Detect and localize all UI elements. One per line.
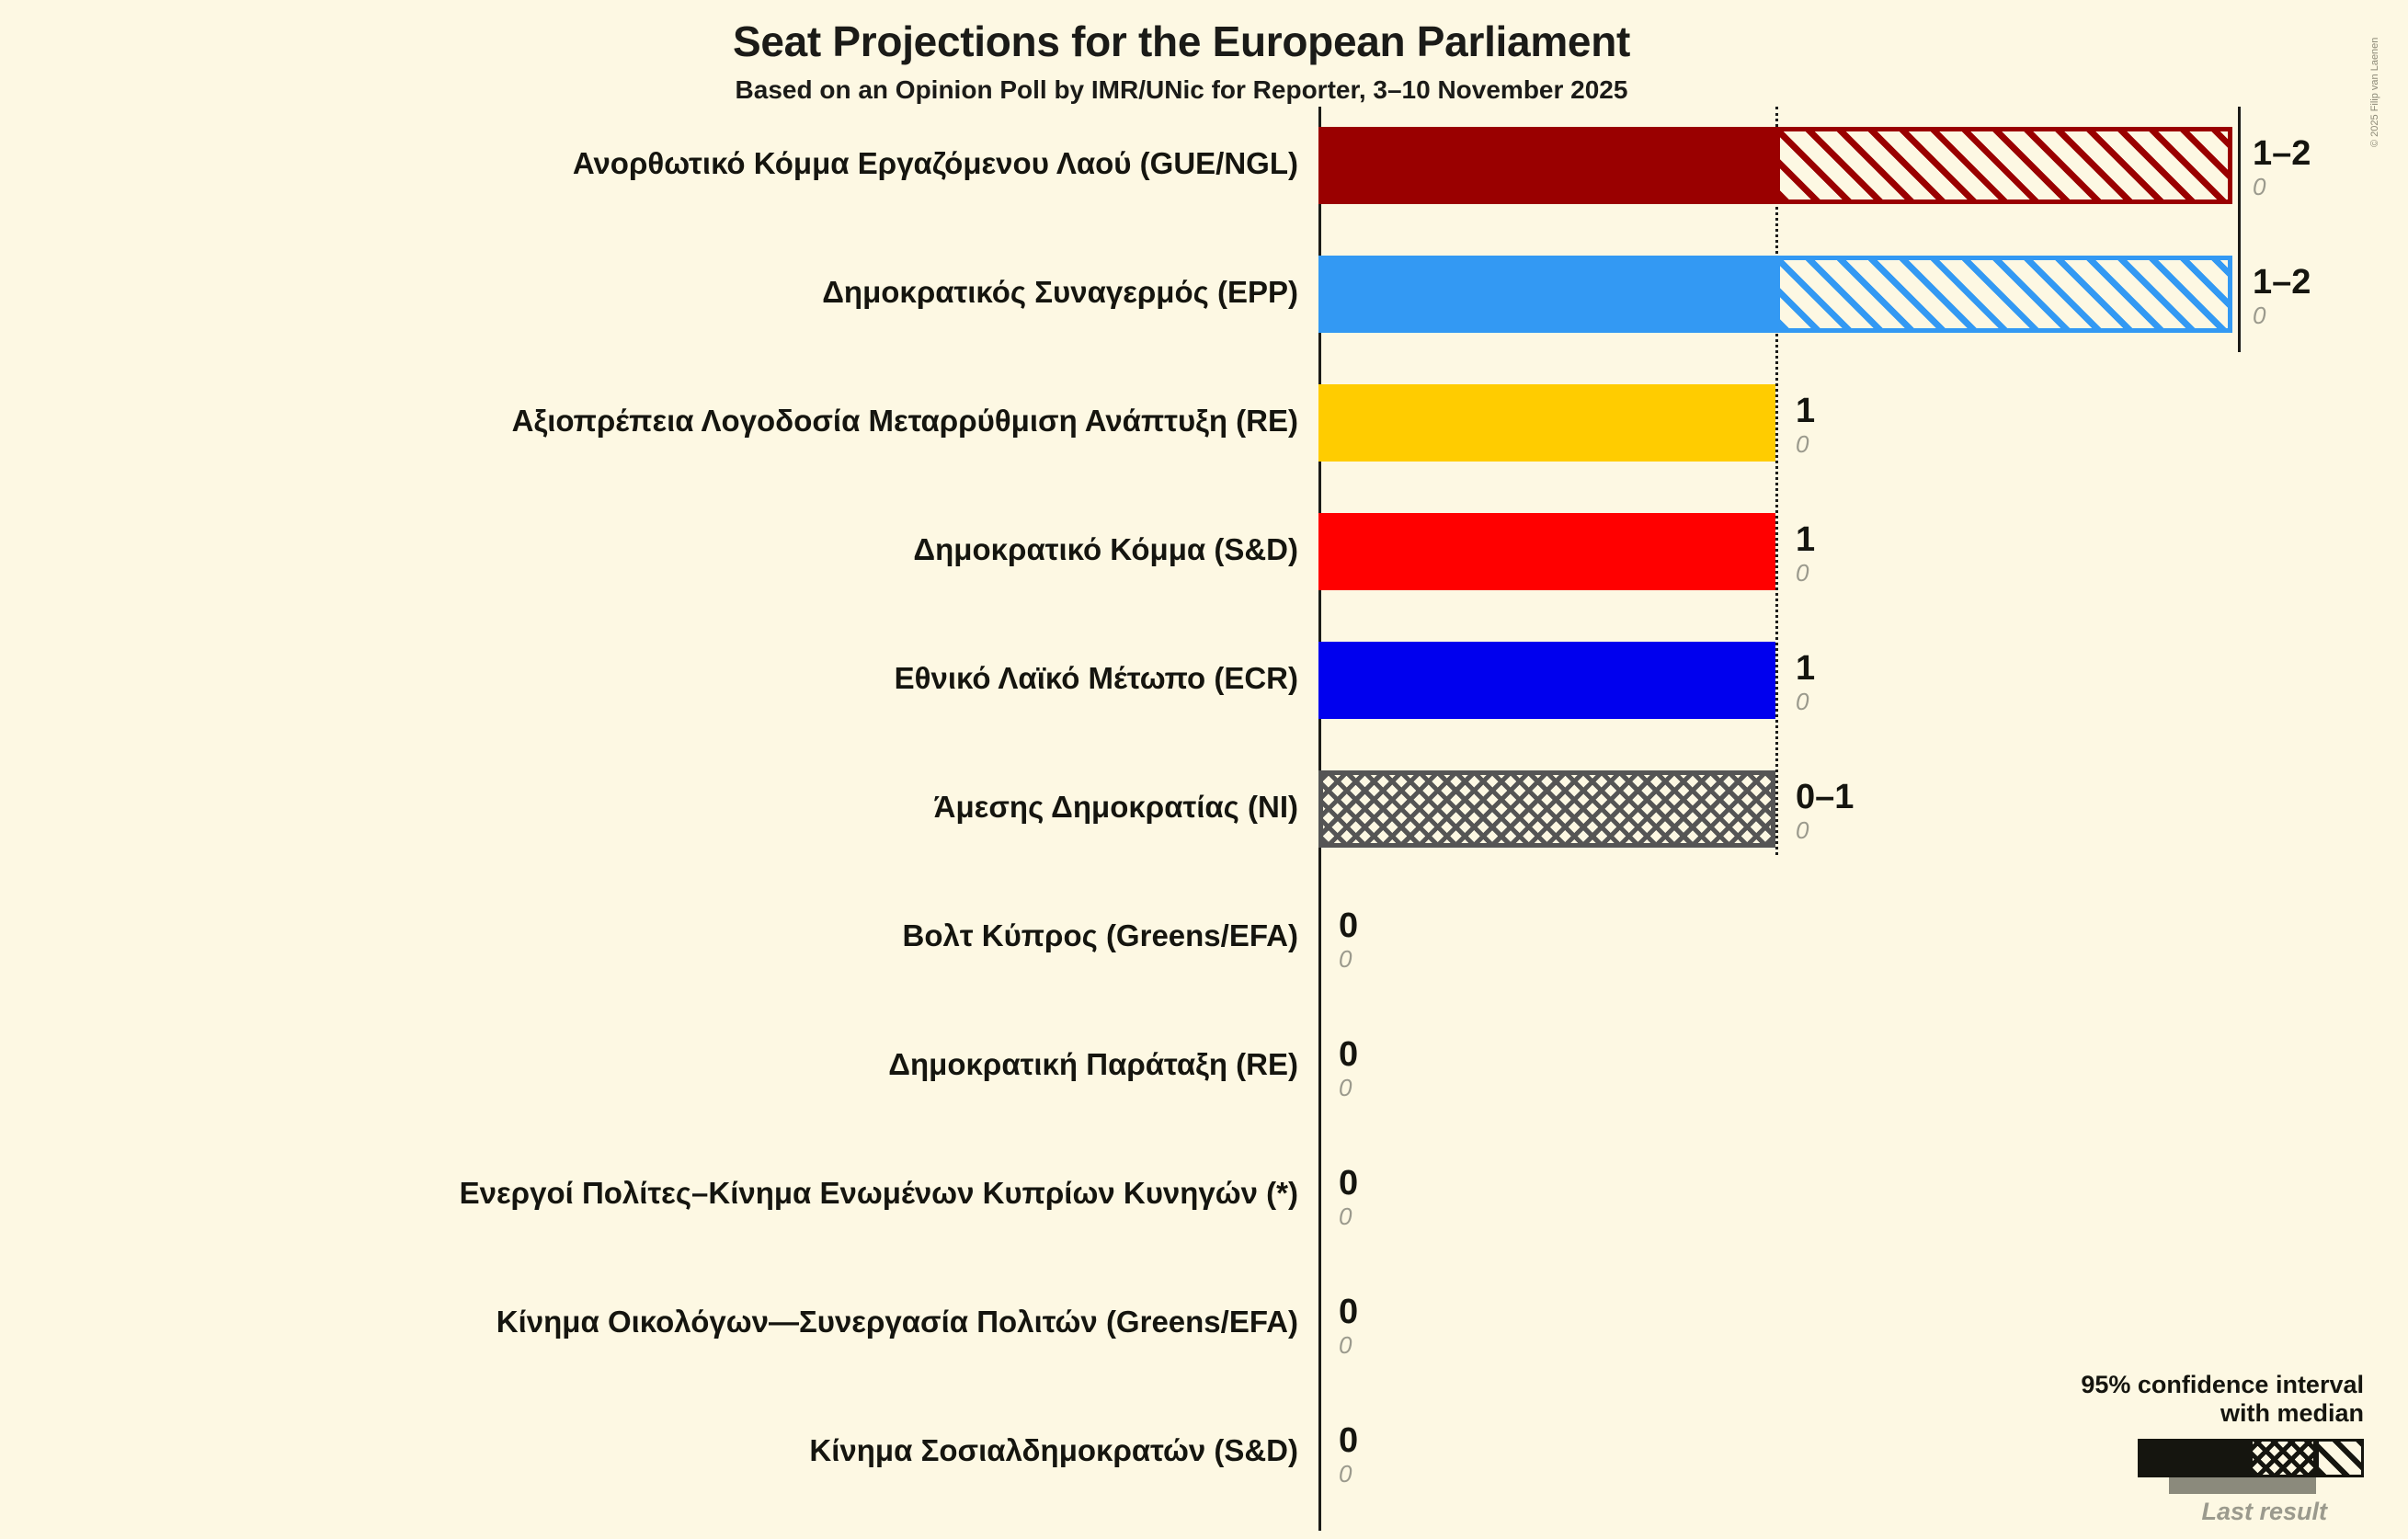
bar-median	[1318, 513, 1775, 590]
value-label: 0–1	[1796, 778, 1855, 816]
value-label: 0	[1339, 1164, 1359, 1203]
page-title: Seat Projections for the European Parlia…	[732, 17, 1631, 65]
bar-confidence-interval	[1318, 770, 1775, 848]
party-label: Κίνημα Οικολόγων—Συνεργασία Πολιτών (Gre…	[496, 1305, 1298, 1339]
bar-confidence-interval	[1775, 256, 2232, 333]
value-label: 0	[1339, 1035, 1359, 1074]
legend-crosshatch-swatch	[2250, 1439, 2316, 1477]
gridline-2-seats	[2238, 107, 2241, 352]
bar-median	[1318, 127, 1775, 204]
last-result-label: 0	[1339, 945, 1352, 973]
party-label: Ενεργοί Πολίτες–Κίνημα Ενωμένων Κυπρίων …	[459, 1176, 1298, 1210]
bar-median	[1318, 642, 1775, 719]
last-result-label: 0	[2253, 302, 2266, 329]
party-label: Βολτ Κύπρος (Greens/EFA)	[902, 918, 1299, 952]
legend-line-2: with median	[2220, 1398, 2364, 1427]
bar	[1318, 384, 1775, 462]
legend-sample-bar	[2138, 1439, 2364, 1477]
legend-hatch-swatch	[2316, 1439, 2364, 1477]
value-label: 1–2	[2253, 263, 2311, 302]
party-label: Άμεσης Δημοκρατίας (NI)	[933, 790, 1298, 824]
party-label: Αξιοπρέπεια Λογοδοσία Μεταρρύθμιση Ανάπτ…	[511, 404, 1298, 438]
bar	[1318, 127, 2232, 204]
last-result-label: 0	[1796, 816, 1809, 844]
legend-last-result-swatch	[2169, 1477, 2316, 1494]
value-label: 1	[1796, 649, 1816, 688]
last-result-label: 0	[1796, 430, 1809, 458]
last-result-label: 0	[1796, 559, 1809, 587]
value-label: 0	[1339, 906, 1359, 945]
party-label: Ανορθωτικό Κόμμα Εργαζόμενου Λαού (GUE/N…	[572, 146, 1298, 180]
chart-subtitle: Based on an Opinion Poll by IMR/UNic for…	[735, 75, 1628, 104]
last-result-label: 0	[1339, 1331, 1352, 1359]
bar	[1318, 256, 2232, 333]
party-label: Κίνημα Σοσιαλδημοκρατών (S&D)	[809, 1433, 1298, 1467]
last-result-label: 0	[1339, 1074, 1352, 1101]
bar-median	[1318, 256, 1775, 333]
party-label: Δημοκρατικός Συναγερμός (EPP)	[822, 275, 1298, 309]
value-label: 0	[1339, 1293, 1359, 1331]
legend-last-result-label: Last result	[2201, 1498, 2327, 1525]
bar	[1318, 642, 1775, 719]
party-label: Δημοκρατικό Κόμμα (S&D)	[913, 532, 1298, 566]
bar	[1318, 513, 1775, 590]
last-result-label: 0	[1339, 1203, 1352, 1230]
legend-line-1: 95% confidence interval	[2081, 1370, 2364, 1398]
bar-confidence-interval	[1775, 127, 2232, 204]
legend: 95% confidence interval with median Last…	[1978, 1371, 2364, 1526]
last-result-label: 0	[1339, 1460, 1352, 1488]
value-label: 0	[1339, 1421, 1359, 1460]
value-label: 1	[1796, 520, 1816, 559]
value-label: 1–2	[2253, 134, 2311, 173]
gridline-1-seat	[1775, 107, 1778, 855]
bar-median	[1318, 384, 1775, 462]
party-label: Δημοκρατική Παράταξη (RE)	[888, 1047, 1298, 1081]
value-label: 1	[1796, 392, 1816, 430]
bar	[1318, 770, 1775, 848]
last-result-label: 0	[2253, 173, 2266, 200]
party-label: Εθνικό Λαϊκό Μέτωπο (ECR)	[894, 661, 1298, 695]
last-result-label: 0	[1796, 688, 1809, 715]
